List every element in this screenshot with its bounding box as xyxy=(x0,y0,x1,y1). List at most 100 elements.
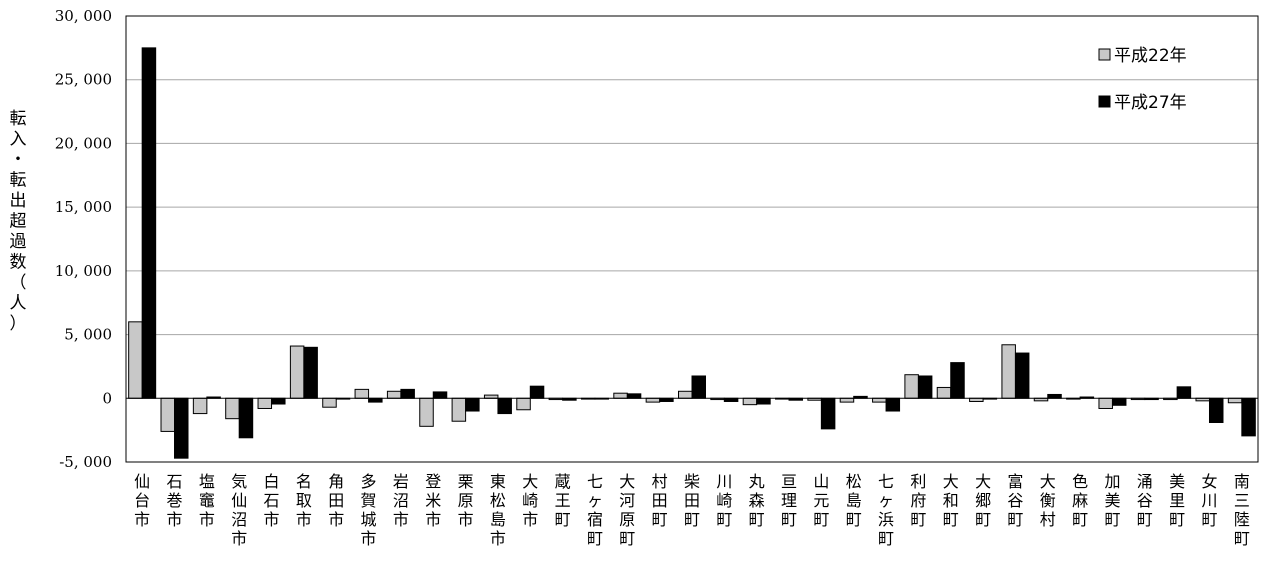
bar xyxy=(419,397,434,427)
category-label: 亘理町 xyxy=(781,472,797,529)
bar xyxy=(1208,397,1224,424)
y-axis-label: 転入・転出超過数（人） xyxy=(10,109,27,334)
category-label: 富谷町 xyxy=(1007,472,1023,529)
category-label: 涌谷町 xyxy=(1137,472,1153,529)
bar xyxy=(451,397,467,422)
legend-swatch-h27 xyxy=(1098,95,1111,108)
bar xyxy=(141,47,157,399)
category-label: 大和町 xyxy=(943,472,959,529)
category-label: 色麻町 xyxy=(1072,472,1088,529)
bar xyxy=(257,397,273,409)
bar xyxy=(465,397,480,412)
legend: 平成22年 平成27年 xyxy=(1098,46,1187,113)
bar xyxy=(1111,397,1127,406)
bar xyxy=(678,390,693,399)
y-tick-label: 25, 000 xyxy=(55,71,112,89)
bar xyxy=(497,397,512,415)
category-label: 七ヶ宿町 xyxy=(587,472,603,548)
bar xyxy=(917,375,933,399)
bar xyxy=(238,397,254,439)
category-label: 角田市 xyxy=(328,472,344,529)
category-label: 東松島市 xyxy=(490,472,506,548)
category-label: 岩沼市 xyxy=(393,472,409,529)
y-axis-tick-labels: -5, 000 0 5, 000 10, 000 15, 000 20, 000 25, 0… xyxy=(55,7,112,471)
bar xyxy=(742,397,758,406)
bar xyxy=(174,397,189,459)
bar xyxy=(160,397,176,432)
bar xyxy=(192,397,208,415)
category-label: 女川町 xyxy=(1201,472,1217,529)
bar xyxy=(354,388,370,399)
gridlines xyxy=(126,79,1258,336)
y-tick-label: 30, 000 xyxy=(55,7,112,25)
category-label: 南三陸町 xyxy=(1234,472,1250,548)
category-label: 山元町 xyxy=(813,472,829,529)
legend-label-h27: 平成27年 xyxy=(1114,93,1187,113)
category-label: 村田町 xyxy=(652,472,668,529)
bar xyxy=(1241,397,1256,437)
bar xyxy=(1227,397,1243,404)
y-tick-label: 10, 000 xyxy=(55,262,112,280)
y-tick-label: 5, 000 xyxy=(64,326,112,344)
category-label: 柴田町 xyxy=(684,472,700,529)
category-label: 石巻市 xyxy=(167,472,183,529)
y-tick-label: 0 xyxy=(102,389,112,407)
bar xyxy=(386,390,402,399)
category-label: 利府町 xyxy=(910,472,926,529)
bar xyxy=(756,397,771,405)
category-label: 名取市 xyxy=(296,472,312,529)
bar xyxy=(1001,344,1016,399)
bar xyxy=(936,386,952,399)
bar xyxy=(303,346,318,399)
category-label: 大崎市 xyxy=(522,472,538,529)
category-label: 加美町 xyxy=(1104,472,1120,529)
category-label: 登米市 xyxy=(425,472,441,529)
legend-label-h22: 平成22年 xyxy=(1114,46,1187,66)
category-label: 気仙沼市 xyxy=(231,472,247,548)
category-label: 蔵王町 xyxy=(555,472,571,529)
legend-swatch-h22 xyxy=(1098,48,1111,61)
bar xyxy=(529,385,545,399)
bar xyxy=(626,393,642,399)
bars xyxy=(128,47,1256,459)
bar xyxy=(885,397,901,412)
bar xyxy=(368,397,383,403)
bar xyxy=(400,388,415,399)
bar xyxy=(950,362,965,399)
category-label: 美里町 xyxy=(1169,472,1185,529)
category-label: 大衡村 xyxy=(1040,472,1056,529)
bar xyxy=(1176,386,1192,399)
bar xyxy=(322,397,337,408)
bar xyxy=(432,391,448,399)
category-label: 塩竈市 xyxy=(199,472,215,529)
category-label: 丸森町 xyxy=(749,472,765,529)
bar xyxy=(691,375,706,399)
category-label: 大郷町 xyxy=(975,472,991,529)
category-label: 七ヶ浜町 xyxy=(878,472,894,548)
category-label: 大河原町 xyxy=(619,472,635,548)
bar xyxy=(1014,352,1030,399)
y-tick-label: 20, 000 xyxy=(55,134,112,152)
bar xyxy=(289,345,305,399)
category-label: 多賀城市 xyxy=(361,472,377,548)
category-labels: 仙台市石巻市塩竈市気仙沼市白石市名取市角田市多賀城市岩沼市登米市栗原市東松島市大… xyxy=(134,472,1250,548)
plot-area-frame xyxy=(125,15,1259,463)
bar xyxy=(613,392,628,399)
bar xyxy=(645,397,661,403)
bar xyxy=(904,374,919,399)
bar xyxy=(872,397,887,403)
bar xyxy=(516,397,531,411)
category-label: 白石市 xyxy=(264,472,280,529)
category-label: 川崎町 xyxy=(716,472,732,529)
bar xyxy=(839,397,855,403)
bar xyxy=(128,321,143,399)
bar xyxy=(271,397,286,405)
bar xyxy=(820,397,836,430)
bar xyxy=(1047,393,1062,399)
y-tick-label: -5, 000 xyxy=(59,453,112,471)
bar xyxy=(225,397,240,420)
y-tick-label: 15, 000 xyxy=(55,198,112,216)
bar xyxy=(1098,397,1113,409)
category-label: 松島町 xyxy=(846,472,862,529)
